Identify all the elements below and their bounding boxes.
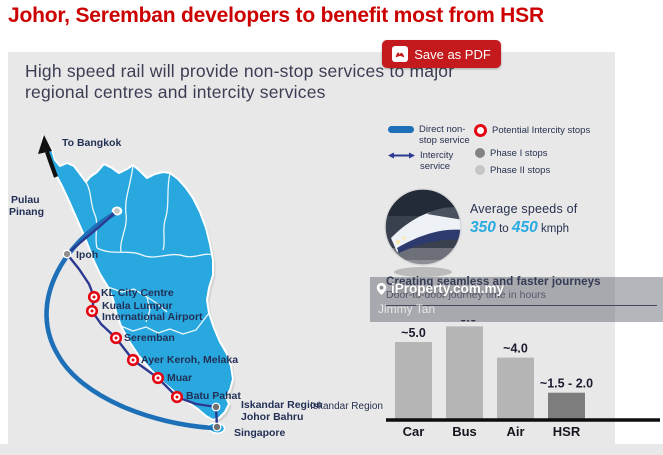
watermark-band: iProperty.com.my Jimmy Tan bbox=[370, 277, 663, 322]
map-labels: To Bangkok Pulau Pinang Ipoh KL City Cen… bbox=[9, 137, 323, 439]
legend-phase2: Phase II stops bbox=[475, 165, 550, 176]
heading-line2: regional centres and intercity services bbox=[25, 82, 326, 102]
value-label-bus: ~6.0 bbox=[452, 320, 477, 324]
chart-subtitle: Door-to-door journey time in hours bbox=[386, 289, 657, 306]
label-batu-pahat: Batu Pahat bbox=[186, 390, 241, 402]
peninsular-malaysia-landmass bbox=[41, 135, 234, 421]
train-photo bbox=[383, 186, 465, 285]
label-ipoh: Ipoh bbox=[76, 249, 98, 261]
location-pin-icon bbox=[376, 282, 387, 295]
value-label-hsr: ~1.5 - 2.0 bbox=[540, 377, 593, 391]
label-singapore: Singapore bbox=[234, 427, 286, 439]
heading-line1: High speed rail will provide non-stop se… bbox=[25, 61, 455, 81]
route-stops bbox=[62, 206, 222, 432]
phase1-stop-icon bbox=[475, 148, 485, 158]
pdf-icon bbox=[392, 46, 409, 62]
category-air: Air bbox=[506, 424, 524, 439]
label-iskandar-region: Iskandar Region bbox=[241, 399, 323, 411]
speed-unit: kmph bbox=[540, 223, 570, 235]
category-bus: Bus bbox=[452, 424, 477, 439]
stop-singapore bbox=[212, 422, 222, 432]
legend-potential-stops: Potential Intercity stops bbox=[474, 124, 590, 137]
intercity-label-1: Intercity bbox=[420, 150, 454, 161]
value-label-air: ~4.0 bbox=[503, 342, 528, 356]
legend-phase1: Phase I stops bbox=[475, 148, 548, 159]
phase1-label: Phase I stops bbox=[490, 148, 548, 159]
potential-stops bbox=[85, 290, 184, 404]
label-to-bangkok: To Bangkok bbox=[62, 137, 121, 149]
bar-air bbox=[497, 357, 534, 420]
direct-line-icon bbox=[388, 126, 414, 133]
stop-penang bbox=[112, 206, 122, 216]
speed-to-word: to bbox=[499, 223, 509, 235]
state-borders bbox=[85, 164, 214, 335]
label-pinang: Pinang bbox=[9, 206, 44, 218]
direct-label-1: Direct non- bbox=[419, 124, 466, 135]
label-johor-bahru: Johor Bahru bbox=[241, 411, 303, 423]
value-label-car: ~5.0 bbox=[401, 326, 426, 340]
chart-row-label: Iskandar Region bbox=[310, 401, 383, 412]
label-kuala-lumpur: Kuala Lumpur bbox=[102, 300, 173, 312]
watermark-author: Jimmy Tan bbox=[378, 302, 436, 316]
speed-to: 450 bbox=[511, 219, 538, 236]
phase2-label: Phase II stops bbox=[490, 165, 551, 176]
label-international-airport: International Airport bbox=[102, 311, 203, 323]
potential-stop-icon bbox=[474, 124, 487, 137]
category-hsr: HSR bbox=[553, 424, 581, 439]
average-speed-text: Average speeds of 350 to 450 kmph bbox=[470, 202, 577, 237]
journey-time-bar-chart: Iskandar Region ~5.0 ~6.0 ~4.0 ~1.5 - 2.… bbox=[310, 320, 660, 439]
phase2-stop-icon bbox=[475, 165, 485, 175]
speed-from: 350 bbox=[470, 219, 496, 236]
category-car: Car bbox=[403, 424, 425, 439]
chart-header: Creating seamless and faster journeys Do… bbox=[386, 276, 657, 306]
label-kl-city-centre: KL City Centre bbox=[101, 287, 174, 299]
intercity-route bbox=[65, 210, 219, 428]
to-bangkok-arrow bbox=[38, 135, 58, 178]
save-as-pdf-label: Save as PDF bbox=[414, 46, 491, 62]
bar-bus bbox=[446, 326, 483, 420]
legend-intercity: Intercity service bbox=[388, 150, 453, 172]
page-title: Johor, Seremban developers to benefit mo… bbox=[8, 4, 544, 27]
bar-hsr bbox=[548, 392, 585, 420]
stop-iskandar bbox=[211, 402, 221, 412]
watermark-brand: iProperty.com.my bbox=[391, 281, 505, 296]
direct-label-2: stop service bbox=[419, 135, 470, 146]
chart-title: Creating seamless and faster journeys bbox=[386, 276, 601, 288]
label-pulau: Pulau bbox=[11, 194, 40, 206]
bottom-divider bbox=[0, 444, 663, 455]
infographic-heading: High speed rail will provide non-stop se… bbox=[25, 61, 454, 103]
save-as-pdf-button[interactable]: Save as PDF bbox=[382, 40, 501, 68]
map-legend: Direct non- stop service Intercity servi… bbox=[388, 122, 660, 182]
label-muar: Muar bbox=[167, 372, 192, 384]
legend-direct: Direct non- stop service bbox=[388, 124, 470, 146]
malaysia-hsr-map: To Bangkok Pulau Pinang Ipoh KL City Cen… bbox=[9, 135, 323, 439]
intercity-arrow-icon bbox=[388, 151, 415, 163]
label-ayer-keroh: Ayer Keroh, Melaka bbox=[141, 354, 238, 366]
label-seremban: Seremban bbox=[124, 332, 175, 344]
speed-intro: Average speeds of bbox=[470, 202, 578, 216]
intercity-label-2: service bbox=[420, 161, 451, 172]
stop-ipoh bbox=[62, 249, 72, 259]
potential-stops-label: Potential Intercity stops bbox=[492, 125, 591, 136]
bar-car bbox=[395, 342, 432, 420]
